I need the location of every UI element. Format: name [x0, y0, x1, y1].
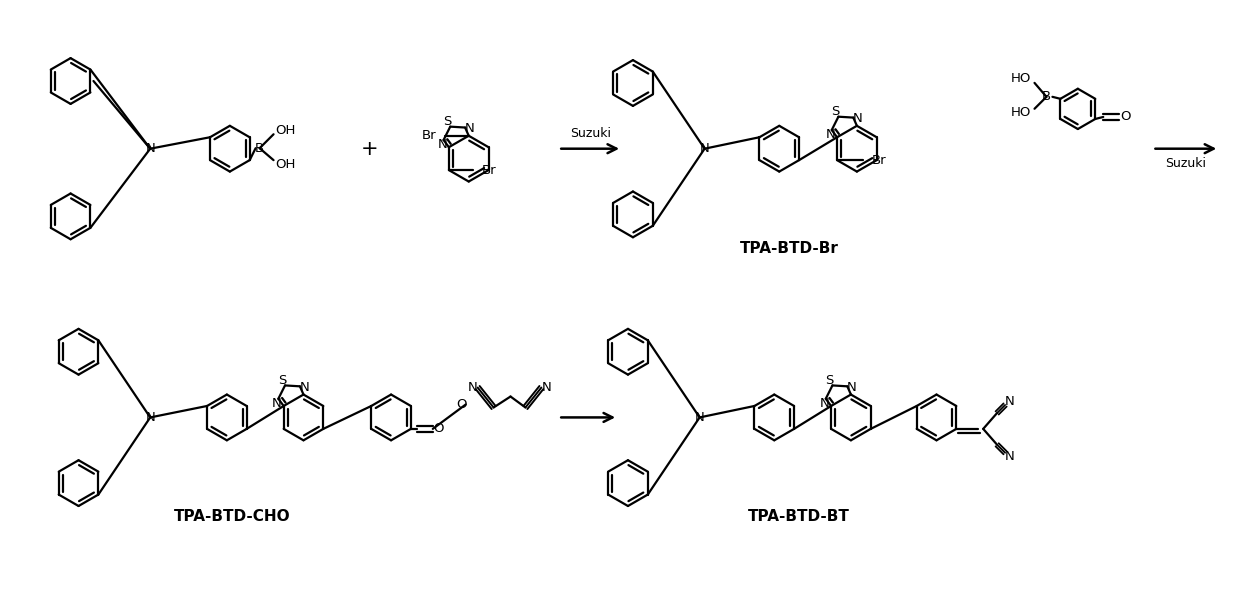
Text: N: N	[467, 381, 477, 394]
Text: S: S	[832, 105, 839, 118]
Text: N: N	[820, 397, 830, 410]
Text: S: S	[278, 374, 286, 387]
Text: N: N	[465, 123, 475, 136]
Text: N: N	[847, 381, 857, 394]
Text: S: S	[443, 115, 451, 128]
Text: B: B	[255, 141, 264, 155]
Text: OH: OH	[275, 124, 295, 137]
Text: TPA-BTD-Br: TPA-BTD-Br	[740, 241, 838, 256]
Text: HO: HO	[1011, 106, 1030, 119]
Text: N: N	[853, 112, 863, 126]
Text: OH: OH	[275, 157, 295, 170]
Text: N: N	[542, 381, 552, 394]
Text: Suzuki: Suzuki	[1164, 157, 1205, 170]
Text: N: N	[699, 142, 709, 155]
Text: TPA-BTD-CHO: TPA-BTD-CHO	[174, 510, 290, 525]
Text: Br: Br	[481, 163, 496, 176]
Text: N: N	[1006, 451, 1016, 464]
Text: N: N	[1006, 394, 1016, 407]
Text: Br: Br	[872, 154, 887, 166]
Text: N: N	[145, 411, 155, 424]
Text: N: N	[300, 381, 310, 394]
Text: Suzuki: Suzuki	[569, 127, 610, 140]
Text: O: O	[456, 398, 467, 411]
Text: B: B	[1042, 91, 1052, 104]
Text: N: N	[826, 128, 836, 141]
Text: S: S	[826, 374, 833, 387]
Text: HO: HO	[1011, 72, 1030, 85]
Text: N: N	[694, 411, 704, 424]
Text: O: O	[434, 422, 444, 435]
Text: N: N	[438, 139, 448, 151]
Text: N: N	[273, 397, 281, 410]
Text: N: N	[145, 142, 155, 155]
Text: O: O	[1120, 111, 1131, 124]
Text: +: +	[361, 139, 378, 159]
Text: TPA-BTD-BT: TPA-BTD-BT	[748, 510, 851, 525]
Text: Br: Br	[422, 129, 436, 142]
